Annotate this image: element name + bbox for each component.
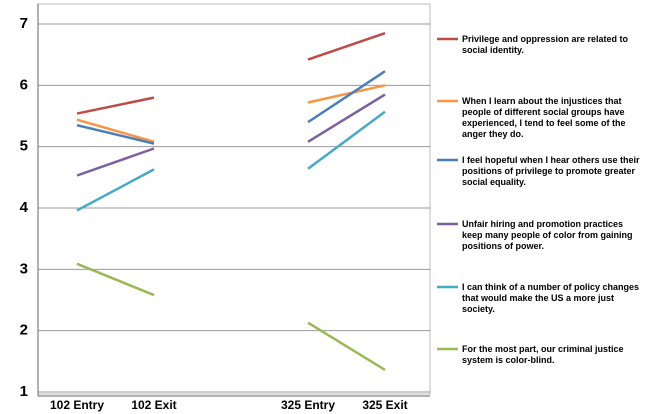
series-line [76, 262, 155, 297]
y-tick-label: 6 [20, 76, 28, 93]
x-tick-label: 102 Entry [50, 398, 104, 412]
series-line [76, 123, 155, 145]
y-tick-label: 7 [20, 15, 28, 32]
legend-label: Privilege and oppression are related to … [462, 34, 629, 55]
x-tick-label: 325 Entry [281, 398, 335, 412]
series-line [307, 32, 386, 61]
y-tick-label: 3 [20, 260, 28, 277]
series-line [307, 84, 386, 104]
series-line [76, 147, 155, 177]
legend-label: For the most part, our criminal justice … [462, 344, 624, 365]
y-tick-label: 1 [20, 383, 28, 400]
series-line [307, 70, 386, 124]
legend-label: Unfair hiring and promotion practices ke… [462, 219, 633, 251]
series-line [307, 321, 386, 371]
legend-label: I can think of a number of policy change… [462, 282, 640, 314]
x-tick-label: 325 Exit [362, 398, 407, 412]
series-line [76, 168, 155, 212]
series-line [307, 93, 386, 143]
x-tick-label: 102 Exit [131, 398, 176, 412]
series-line [76, 96, 155, 115]
y-tick-label: 5 [20, 138, 28, 155]
series-line [76, 118, 155, 143]
series-line [307, 110, 386, 170]
legend-label: I feel hopeful when I hear others use th… [462, 155, 640, 187]
y-tick-label: 4 [20, 199, 29, 216]
y-tick-label: 2 [20, 322, 28, 339]
legend-label: When I learn about the injustices that p… [462, 96, 626, 139]
